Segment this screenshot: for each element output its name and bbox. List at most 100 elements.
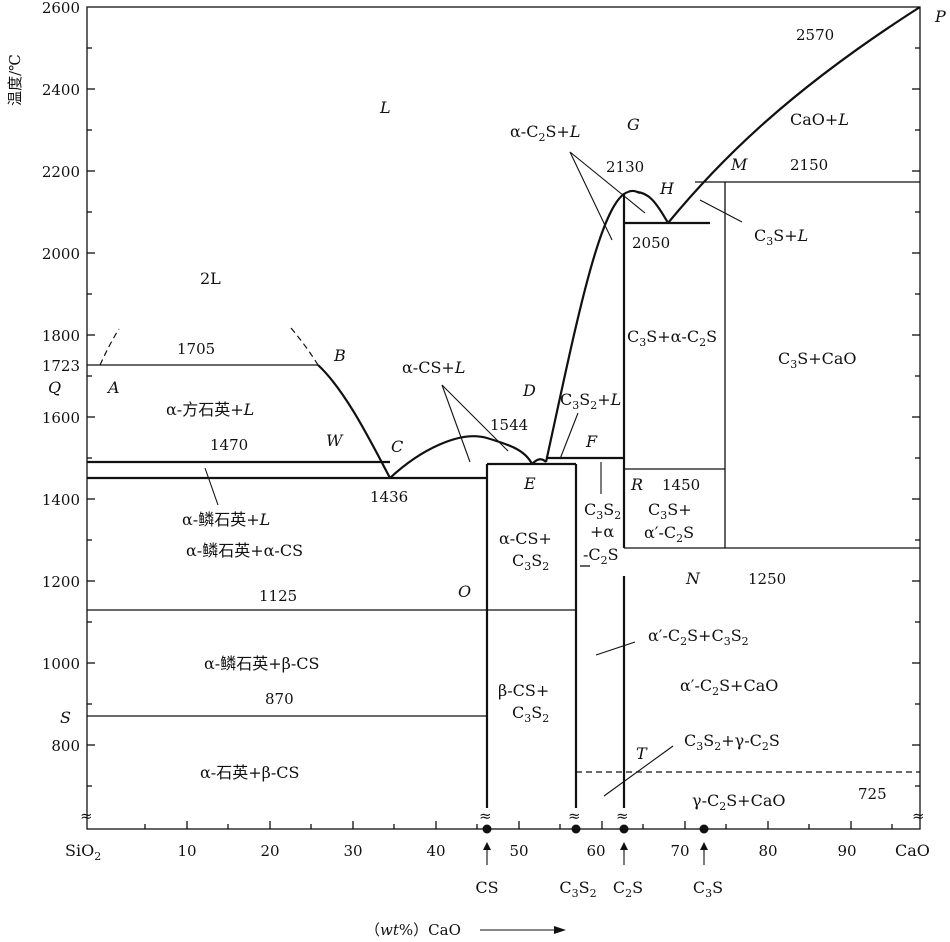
- region-alpha-cs-c3s2-1: α-CS+: [499, 529, 552, 548]
- region-beta-cs-c3s2-1: β-CS+: [498, 681, 549, 700]
- svg-text:1000: 1000: [42, 655, 80, 673]
- svg-text:2200: 2200: [42, 163, 80, 181]
- region-c3s2-alpha-c2s-3: -C2S: [583, 545, 619, 567]
- svg-text:1450: 1450: [662, 476, 700, 494]
- region-alpha-cs-l: α-CS+L: [402, 358, 465, 377]
- svg-text:C: C: [391, 437, 403, 456]
- region-tridymite-alpha-cs: α-鳞石英+α-CS: [186, 541, 303, 560]
- region-tridymite-beta-cs: α-鳞石英+β-CS: [204, 654, 319, 673]
- region-c3s-alpha-prime-c2s-2: α′-C2S: [644, 523, 694, 545]
- region-c3s-cao: C3S+CaO: [778, 349, 857, 371]
- leader-lines: [204, 151, 743, 797]
- svg-text:O: O: [458, 582, 471, 601]
- region-cristobalite-l: α-方石英+L: [166, 400, 254, 419]
- region-c3s-alpha-c2s: C3S+α-C2S: [627, 327, 717, 349]
- region-alpha-c2s-l: α-C2S+L: [510, 122, 580, 144]
- svg-text:1470: 1470: [210, 436, 248, 454]
- y-tick-labels: 2600 2400 2200 2000 1800 1723 1600 1400 …: [42, 0, 80, 755]
- svg-text:2150: 2150: [790, 156, 828, 174]
- svg-text:1600: 1600: [42, 409, 80, 427]
- svg-text:G: G: [627, 115, 640, 134]
- region-c3s2-gamma-c2s: C3S2+γ-C2S: [684, 731, 780, 753]
- svg-text:800: 800: [51, 737, 80, 755]
- x-axis-title: （wt%）CaO: [365, 921, 461, 939]
- region-c3s-l: C3S+L: [754, 226, 808, 248]
- svg-text:2400: 2400: [42, 81, 80, 99]
- svg-text:M: M: [730, 155, 748, 174]
- svg-text:2600: 2600: [42, 0, 80, 17]
- y-axis-title: 温度/℃: [6, 54, 24, 106]
- svg-text:S: S: [60, 708, 71, 727]
- svg-text:1800: 1800: [42, 327, 80, 345]
- liquidus-c2s-top: [627, 189, 641, 194]
- label-c2s: C2S: [613, 878, 643, 900]
- svg-text:W: W: [326, 431, 344, 450]
- y-axis-ticks: [87, 47, 920, 787]
- x-right-end: CaO: [895, 841, 930, 860]
- region-c3s2-alpha-c2s-2: +α: [590, 522, 614, 541]
- temperature-labels: 2570 2150 2130 2050 1705 1544 1470 1436 …: [177, 26, 887, 803]
- x-left-end: SiO2: [65, 841, 101, 863]
- x-axis-arrowhead: [554, 926, 566, 934]
- svg-text:20: 20: [260, 842, 279, 860]
- region-tridymite-l: α-鳞石英+L: [182, 510, 270, 529]
- svg-text:10: 10: [177, 842, 196, 860]
- svg-text:60: 60: [586, 842, 605, 860]
- liquidus-cs-dome: [389, 435, 533, 479]
- svg-text:L: L: [379, 98, 391, 117]
- region-beta-cs-c3s2-2: C3S2: [512, 703, 549, 725]
- region-alpha-prime-c2s-cao: α′-C2S+CaO: [680, 676, 778, 698]
- label-c3s: C3S: [693, 878, 723, 900]
- svg-text:1250: 1250: [748, 570, 786, 588]
- svg-text:N: N: [685, 569, 701, 588]
- region-alpha-prime-c2s-c3s2: α′-C2S+C3S2: [648, 626, 749, 648]
- break-cs: ≈: [479, 807, 492, 825]
- point-labels: P L G H M A B Q W C D E F R O N S T: [48, 7, 946, 763]
- c3s2-dot: [571, 824, 581, 834]
- region-c3s2-alpha-c2s-1: C3S2: [584, 500, 621, 522]
- svg-text:A: A: [106, 378, 120, 397]
- break-c3s2: ≈: [568, 807, 581, 825]
- svg-text:725: 725: [858, 785, 887, 803]
- region-quartz-beta-cs: α-石英+β-CS: [200, 763, 299, 782]
- c3s-dot: [699, 824, 709, 834]
- break-right: ≈: [912, 807, 925, 825]
- svg-text:F: F: [585, 432, 598, 451]
- c2s-dot: [619, 824, 629, 834]
- x-axis-ticks: [144, 821, 893, 829]
- svg-text:D: D: [522, 381, 536, 400]
- plot-frame: [86, 6, 921, 830]
- svg-text:E: E: [523, 474, 536, 493]
- immiscibility-left: [99, 328, 120, 366]
- label-c3s2: C3S2: [559, 878, 596, 900]
- svg-text:R: R: [630, 475, 643, 494]
- svg-text:90: 90: [837, 842, 856, 860]
- svg-text:1723: 1723: [42, 357, 80, 375]
- svg-text:1400: 1400: [42, 491, 80, 509]
- cs-dot: [482, 824, 492, 834]
- svg-text:2000: 2000: [42, 245, 80, 263]
- region-gamma-c2s-cao: γ-C2S+CaO: [692, 791, 785, 813]
- svg-text:1200: 1200: [42, 573, 80, 591]
- svg-text:Q: Q: [48, 378, 61, 397]
- svg-text:P: P: [934, 7, 946, 26]
- break-c2s: ≈: [616, 807, 629, 825]
- svg-text:80: 80: [758, 842, 777, 860]
- svg-text:30: 30: [343, 842, 362, 860]
- svg-text:1705: 1705: [177, 340, 215, 358]
- liquidus-c2s: [544, 190, 629, 463]
- svg-text:2570: 2570: [796, 26, 834, 44]
- svg-text:1125: 1125: [259, 587, 297, 605]
- svg-text:2050: 2050: [632, 234, 670, 252]
- svg-text:70: 70: [670, 842, 689, 860]
- immiscibility-right: [290, 327, 319, 366]
- svg-text:T: T: [636, 744, 648, 763]
- label-cs: CS: [475, 878, 498, 897]
- region-c3s-alpha-prime-c2s-1: C3S+: [648, 500, 692, 522]
- liquidus-tridymite: [317, 364, 391, 479]
- region-alpha-cs-c3s2-2: C3S2: [512, 551, 549, 573]
- svg-text:1544: 1544: [490, 416, 528, 434]
- region-cao-l: CaO+L: [790, 110, 849, 129]
- svg-text:40: 40: [426, 842, 445, 860]
